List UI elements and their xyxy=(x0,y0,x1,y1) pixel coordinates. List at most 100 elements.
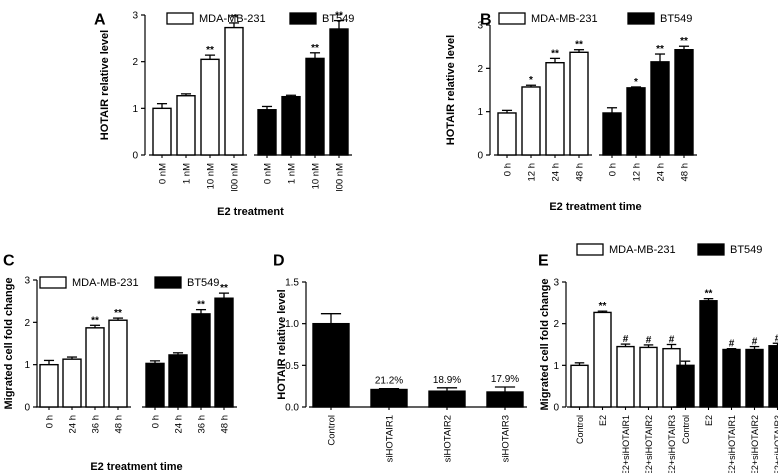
x-category-label: 10 nM xyxy=(311,163,322,189)
percent-label: 17.9% xyxy=(491,374,519,385)
bar xyxy=(593,311,612,408)
legend-label: MDA-MB-231 xyxy=(72,277,139,289)
y-axis-title: Migrated cell fold change xyxy=(539,278,551,410)
x-category-label: 48 h xyxy=(220,415,231,434)
x-category-label: 12 h xyxy=(632,163,643,182)
panel-b: B MDA-MB-231 BT549 0 1 2 3 HOTAIR relative leve… xyxy=(445,11,697,213)
x-category-label: siHOTAIR3 xyxy=(501,415,512,462)
x-category-label: 1 nM xyxy=(182,163,193,184)
significance-mark: # xyxy=(669,335,675,346)
bar xyxy=(486,391,524,408)
significance-mark: ** xyxy=(575,40,583,51)
legend-swatch xyxy=(627,12,655,25)
legend-swatch xyxy=(39,276,67,289)
x-category-label: 24 h xyxy=(551,163,562,182)
x-category-label: 0 h xyxy=(503,163,514,176)
legend-swatch xyxy=(576,243,604,256)
significance-mark: # xyxy=(752,337,758,348)
legend-label: BT549 xyxy=(187,277,219,289)
bar xyxy=(200,58,220,156)
x-category-label: l00 nM xyxy=(230,163,241,192)
bar xyxy=(224,26,244,156)
bar xyxy=(428,390,466,408)
bar xyxy=(639,346,658,408)
x-category-label: Control xyxy=(575,415,585,444)
bar xyxy=(281,95,301,156)
y-tick-label: 0 xyxy=(553,403,559,414)
significance-mark: * xyxy=(634,77,638,88)
y-axis-title: HOTAIR relative level xyxy=(99,30,111,140)
bar xyxy=(722,348,741,408)
y-tick-label: 1.5 xyxy=(285,278,299,289)
significance-mark: ** xyxy=(680,36,688,47)
y-tick-label: 3 xyxy=(24,276,30,287)
bar xyxy=(616,345,635,408)
x-category-label: E2 xyxy=(704,415,714,426)
significance-mark: * xyxy=(529,75,533,86)
significance-mark: ** xyxy=(551,48,559,59)
x-axis-title: E2 treatment xyxy=(217,206,284,218)
bar xyxy=(85,327,105,408)
y-tick-label: 3 xyxy=(477,21,483,32)
y-tick-label: 2 xyxy=(477,64,483,75)
significance-mark: ** xyxy=(335,11,343,22)
significance-mark: # xyxy=(623,334,629,345)
x-category-label: 0 nM xyxy=(263,163,274,184)
legend-swatch xyxy=(498,12,526,25)
x-category-label: Control xyxy=(681,415,691,444)
bar xyxy=(312,322,350,408)
bar xyxy=(145,362,165,408)
panel-letter: E xyxy=(538,252,549,269)
x-category-label: siHOTAIR2 xyxy=(443,415,454,462)
significance-mark: ** xyxy=(114,308,122,319)
legend-swatch xyxy=(697,243,725,256)
bar xyxy=(602,112,622,156)
bar xyxy=(62,358,82,408)
significance-mark: # xyxy=(729,339,735,350)
x-category-label: 24 h xyxy=(656,163,667,182)
y-axis-title: HOTAIR relative level xyxy=(276,289,288,399)
x-category-label: 48 h xyxy=(575,163,586,182)
bar xyxy=(370,388,408,408)
x-category-label: 24 h xyxy=(174,415,185,434)
x-category-label: 36 h xyxy=(91,415,102,434)
significance-mark: # xyxy=(775,333,778,344)
bar xyxy=(191,313,211,408)
significance-mark: ** xyxy=(656,44,664,55)
x-category-label: 36 h xyxy=(197,415,208,434)
panel-a: A MDA-MB-231 BT549 0 1 2 3 HOTAIR relative leve… xyxy=(94,11,354,219)
x-category-label: E2+siHOTAIR3 xyxy=(667,415,677,473)
bar xyxy=(152,107,172,156)
bar xyxy=(674,49,694,156)
panel-letter: D xyxy=(273,252,285,269)
y-axis-title: Migrated cell fold change xyxy=(3,277,15,409)
y-tick-label: 1 xyxy=(553,361,559,372)
bar xyxy=(768,345,778,408)
y-tick-label: 3 xyxy=(553,278,559,289)
x-category-label: E2+siHOTAIR2 xyxy=(644,415,654,473)
x-category-label: 48 h xyxy=(680,163,691,182)
panel-letter: B xyxy=(480,11,492,28)
legend-label: BT549 xyxy=(660,13,692,25)
percent-label: 21.2% xyxy=(375,376,403,387)
x-category-label: E2+siHOTAIR3 xyxy=(773,415,778,473)
bar xyxy=(108,319,128,408)
legend-swatch xyxy=(154,276,182,289)
y-tick-label: 0 xyxy=(132,151,138,162)
x-category-label: 0 nM xyxy=(158,163,169,184)
legend-swatch xyxy=(166,12,194,25)
significance-mark: ** xyxy=(705,289,713,300)
significance-mark: ** xyxy=(311,43,319,54)
x-category-label: l00 nM xyxy=(335,163,346,192)
percent-label: 18.9% xyxy=(433,375,461,386)
y-tick-label: 2 xyxy=(132,57,138,68)
x-category-label: Control xyxy=(327,415,338,446)
y-tick-label: 1.0 xyxy=(285,319,299,330)
x-category-label: E2+siHOTAIR1 xyxy=(727,415,737,473)
bar xyxy=(745,348,764,408)
y-tick-label: 2 xyxy=(553,319,559,330)
x-category-label: E2+siHOTAIR2 xyxy=(750,415,760,473)
x-axis-title: E2 treatment time xyxy=(90,461,182,473)
y-tick-label: 1 xyxy=(132,104,138,115)
